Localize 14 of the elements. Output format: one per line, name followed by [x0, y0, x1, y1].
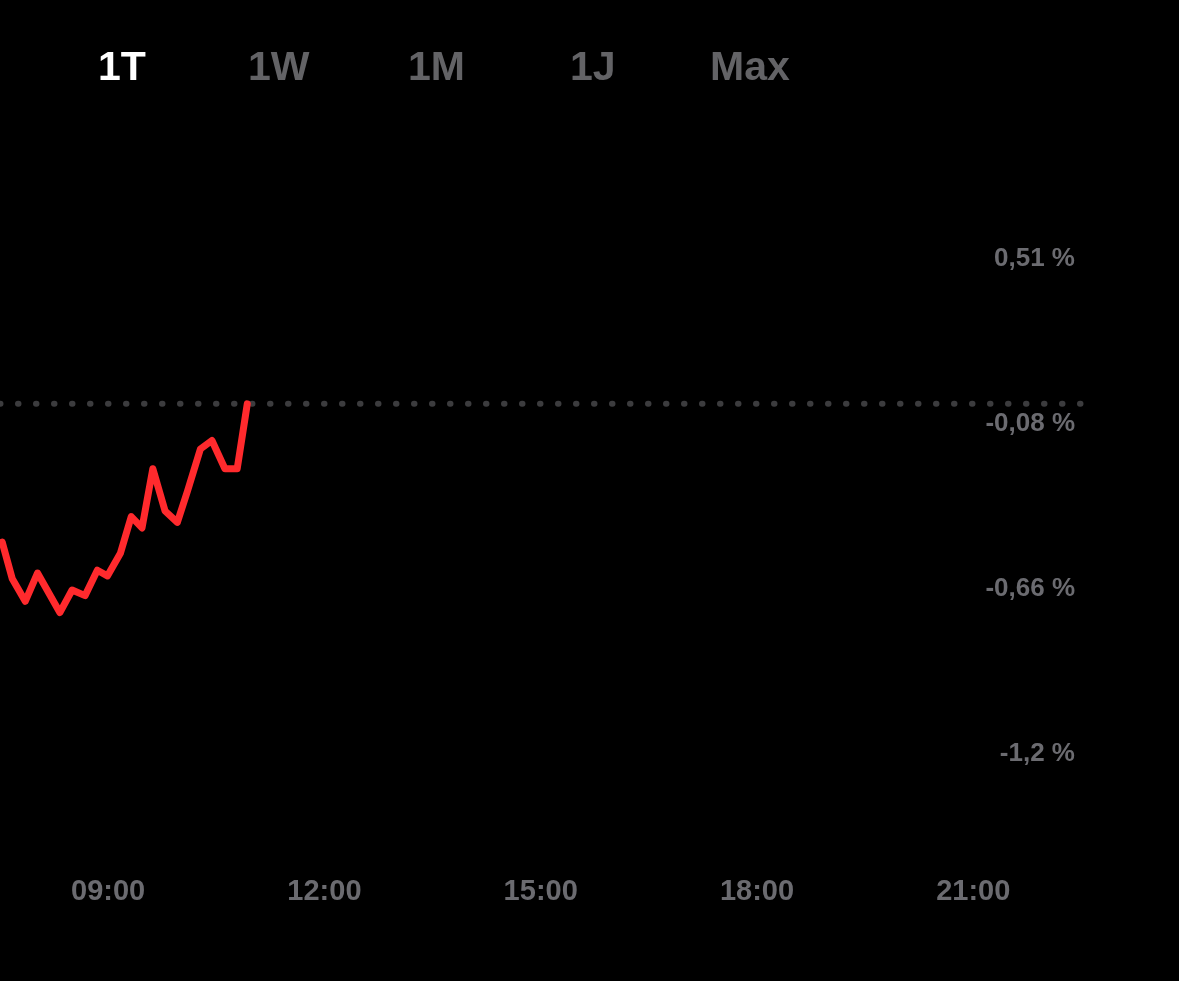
text: 1T — [98, 43, 146, 89]
x-tick-label: 09:00 — [71, 874, 146, 906]
text: 1W — [248, 43, 310, 89]
x-tick-label: 18:00 — [719, 874, 795, 906]
y-tick-label: -0,66 % — [985, 572, 1075, 603]
text: Max — [710, 43, 790, 89]
x-tick-label: 15:00 — [503, 874, 578, 906]
text: 1M — [408, 43, 465, 89]
x-tick-label: 21:00 — [936, 874, 1011, 906]
y-tick-label: 0,51 % — [994, 242, 1075, 273]
x-tick-label: 12:00 — [287, 874, 362, 906]
text: 1J — [570, 43, 616, 89]
y-tick-label: -1,2 % — [999, 737, 1075, 768]
y-tick-label: -0,08 % — [985, 407, 1075, 438]
